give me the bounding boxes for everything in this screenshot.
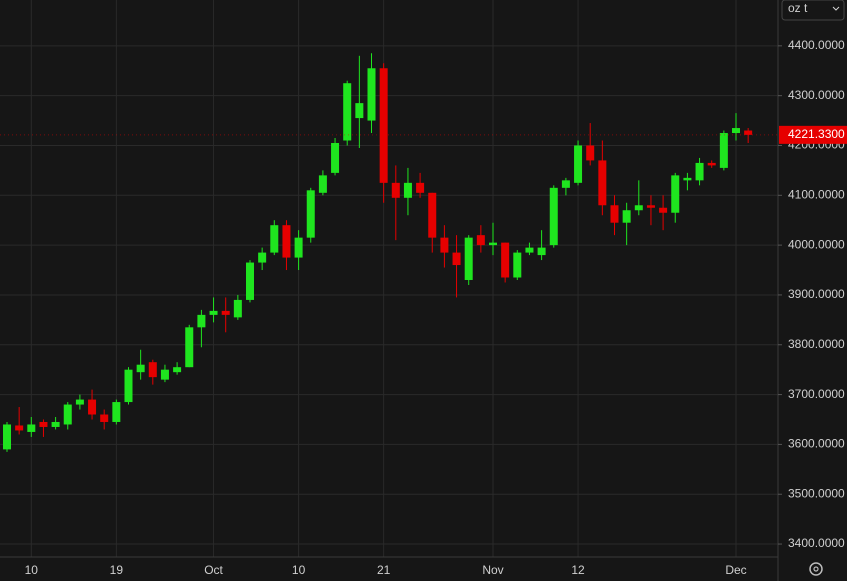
- candle-body: [598, 160, 607, 206]
- candle-body: [15, 425, 24, 431]
- candle-body: [707, 162, 716, 166]
- x-tick-label: 21: [377, 563, 391, 577]
- candle-body: [683, 177, 692, 181]
- candle-body: [148, 362, 157, 378]
- candle-body: [659, 207, 668, 213]
- candle-body: [63, 404, 72, 425]
- y-tick-label: 3500.0000: [788, 486, 845, 500]
- candle-body: [331, 142, 340, 173]
- candle-body: [416, 182, 425, 193]
- candle-body: [646, 205, 655, 208]
- candle-body: [258, 252, 267, 263]
- candle-body: [561, 180, 570, 188]
- candle-body: [221, 310, 230, 315]
- candle-body: [39, 421, 48, 427]
- unit-selector-label[interactable]: oz t: [788, 1, 808, 15]
- y-tick-label: 4100.0000: [788, 187, 845, 201]
- candle-body: [440, 237, 449, 253]
- y-tick-label: 4000.0000: [788, 237, 845, 251]
- candle-body: [671, 175, 680, 213]
- candle-body: [294, 237, 303, 258]
- y-tick-label: 3700.0000: [788, 387, 845, 401]
- candle-body: [489, 242, 497, 246]
- candle-body: [379, 68, 388, 183]
- candle-body: [695, 162, 704, 181]
- candle-body: [719, 133, 728, 168]
- last-price-box: [779, 125, 847, 144]
- candle-body: [124, 369, 133, 403]
- candle-body: [452, 252, 461, 266]
- candle-body: [100, 414, 109, 422]
- x-tick-label: 10: [25, 563, 39, 577]
- candle-body: [112, 402, 121, 422]
- candle-body: [610, 205, 619, 223]
- unit-selector[interactable]: [781, 0, 845, 21]
- x-tick-label: Oct: [204, 563, 223, 577]
- candle-body: [501, 242, 510, 278]
- y-tick-label: 4400.0000: [788, 38, 845, 52]
- candle-body: [282, 225, 291, 258]
- candle-body: [306, 190, 315, 238]
- candle-body: [537, 247, 546, 256]
- candle-body: [343, 83, 352, 141]
- candle-body: [160, 369, 169, 380]
- candle-body: [525, 247, 534, 253]
- candle-body: [574, 145, 583, 183]
- candle-body: [634, 205, 643, 211]
- candle-body: [476, 235, 485, 246]
- candle-body: [185, 327, 194, 368]
- candle-body: [622, 210, 631, 223]
- candle-body: [549, 187, 558, 246]
- candle-body: [464, 237, 473, 280]
- candle-body: [75, 399, 84, 405]
- candle-body: [367, 68, 376, 121]
- x-tick-label: 19: [110, 563, 124, 577]
- candle-body: [586, 145, 595, 161]
- y-tick-label: 4300.0000: [788, 88, 845, 102]
- settings-icon[interactable]: [809, 562, 823, 576]
- x-tick-label: 12: [571, 563, 585, 577]
- candle-body: [246, 262, 254, 300]
- candle-body: [270, 225, 279, 253]
- candle-body: [744, 130, 753, 135]
- candle-body: [732, 128, 740, 134]
- y-tick-label: 3600.0000: [788, 437, 845, 451]
- x-tick-label: 10: [292, 563, 306, 577]
- grid: [0, 0, 778, 557]
- candle-body: [428, 192, 437, 238]
- candle-body: [403, 182, 412, 198]
- y-tick-label: 3800.0000: [788, 337, 845, 351]
- candle-body: [233, 299, 242, 318]
- x-tick-label: Dec: [725, 563, 746, 577]
- candle-body: [209, 310, 218, 315]
- dropdown-arrow: [832, 6, 840, 11]
- last-price-label: 4221.3300: [788, 127, 845, 141]
- candle-body: [88, 399, 97, 415]
- candles: [3, 53, 753, 452]
- candle-body: [3, 424, 11, 450]
- candle-body: [355, 103, 364, 119]
- candle-body: [197, 314, 206, 328]
- candle-body: [51, 421, 60, 427]
- candle-body: [513, 252, 522, 278]
- candle-body: [136, 364, 145, 373]
- y-tick-label: 3400.0000: [788, 536, 845, 550]
- candle-body: [318, 175, 327, 193]
- candle-body: [27, 424, 36, 432]
- y-tick-label: 3900.0000: [788, 287, 845, 301]
- candle-body: [391, 182, 400, 198]
- candle-body: [173, 367, 182, 373]
- x-tick-label: Nov: [482, 563, 503, 577]
